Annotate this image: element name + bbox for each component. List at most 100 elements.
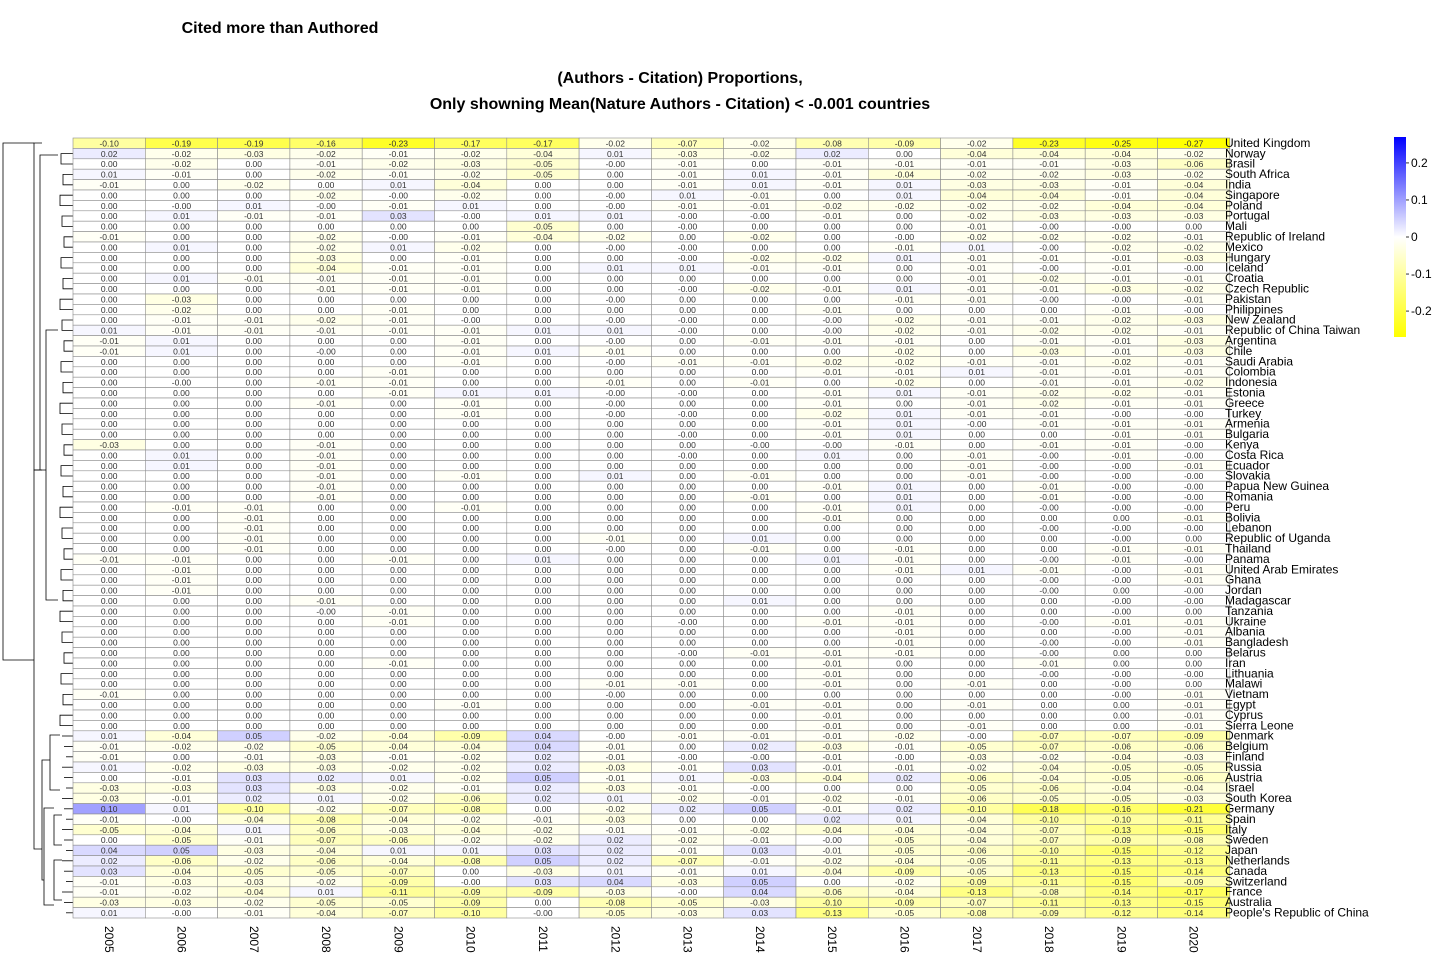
cell-value-label: -0.01: [389, 752, 409, 762]
row-label: Australia: [1225, 895, 1272, 909]
cell-value-label: 0.00: [245, 222, 262, 232]
cell-value-label: -0.00: [1112, 523, 1132, 533]
cell-value-label: 0.03: [101, 866, 118, 876]
cell-value-label: 0.00: [173, 190, 190, 200]
cell-value-label: 0.00: [245, 617, 262, 627]
cell-value-label: 0.00: [1041, 690, 1058, 700]
cell-value-label: -0.04: [967, 190, 987, 200]
cell-value-label: 0.00: [535, 648, 552, 658]
cell-value-label: -0.00: [678, 211, 698, 221]
cell-value-label: 0.00: [318, 617, 335, 627]
column-label: 2013: [681, 926, 695, 953]
cell-value-label: -0.27: [1184, 138, 1204, 148]
cell-value-label: -0.04: [244, 887, 264, 897]
cell-value-label: -0.01: [1112, 544, 1132, 554]
cell-value-label: 0.00: [390, 638, 407, 648]
cell-value-label: 0.00: [607, 554, 624, 564]
cell-value-label: -0.01: [389, 326, 409, 336]
cell-value-label: 0.01: [607, 149, 624, 159]
cell-value-label: -0.04: [822, 866, 842, 876]
cell-value-label: 0.00: [824, 877, 841, 887]
cell-value-label: 0.00: [679, 294, 696, 304]
cell-value-label: 0.00: [390, 440, 407, 450]
cell-value-label: -0.03: [1112, 211, 1132, 221]
cell-value-label: 0.00: [173, 606, 190, 616]
cell-value-label: -0.00: [316, 606, 336, 616]
cell-value-label: -0.13: [1112, 898, 1132, 908]
cell-value-label: -0.03: [1184, 253, 1204, 263]
cell-value-label: -0.02: [750, 149, 770, 159]
cell-value-label: -0.01: [1112, 190, 1132, 200]
cell-value-label: 0.00: [896, 596, 913, 606]
cell-value-label: 0.00: [607, 627, 624, 637]
cell-value-label: -0.01: [895, 336, 915, 346]
cell-value-label: 0.00: [245, 378, 262, 388]
cell-value-label: -0.01: [822, 648, 842, 658]
cell-value-label: -0.04: [461, 825, 481, 835]
cell-value-label: -0.06: [967, 846, 987, 856]
cell-value-label: 0.00: [462, 367, 479, 377]
cell-value-label: -0.00: [1184, 523, 1204, 533]
cell-value-label: 0.00: [462, 648, 479, 658]
cell-value-label: -0.02: [389, 159, 409, 169]
cell-value-label: -0.00: [606, 315, 626, 325]
cell-value-label: 0.00: [535, 804, 552, 814]
cell-value-label: 0.00: [679, 742, 696, 752]
cell-value-label: 0.01: [101, 908, 118, 918]
cell-value-label: -0.03: [172, 877, 192, 887]
cell-value-label: 0.00: [318, 513, 335, 523]
cell-value-label: -0.01: [99, 742, 119, 752]
cell-value-label: 0.00: [752, 326, 769, 336]
cell-value-label: 0.00: [318, 627, 335, 637]
cell-value-label: -0.07: [1039, 825, 1059, 835]
cell-value-label: -0.00: [822, 315, 842, 325]
cell-value-label: 0.00: [390, 534, 407, 544]
cell-value-label: -0.01: [316, 211, 336, 221]
dendrogram-link: [41, 759, 50, 881]
cell-value-label: -0.00: [1039, 294, 1059, 304]
cell-value-label: 0.00: [318, 294, 335, 304]
cell-value-label: 0.00: [173, 700, 190, 710]
cell-value-label: -0.01: [244, 211, 264, 221]
cell-value-label: 0.00: [101, 190, 118, 200]
row-label: Mexico: [1225, 240, 1263, 254]
cell-value-label: 0.00: [752, 617, 769, 627]
cell-value-label: 0.00: [968, 658, 985, 668]
cell-value-label: -0.02: [172, 149, 192, 159]
cell-value-label: -0.12: [1112, 908, 1132, 918]
cell-value-label: 0.03: [752, 908, 769, 918]
cell-value-label: -0.00: [678, 222, 698, 232]
row-label: Portugal: [1225, 209, 1270, 223]
cell-value-label: -0.08: [1039, 887, 1059, 897]
chart-subtitle-2: Only showning Mean(Nature Authors - Cita…: [429, 96, 931, 113]
cell-value-label: -0.02: [461, 835, 481, 845]
cell-value-label: -0.04: [172, 825, 192, 835]
cell-value-label: -0.13: [1184, 856, 1204, 866]
cell-value-label: -0.09: [967, 877, 987, 887]
cell-value-label: -0.01: [316, 461, 336, 471]
cell-value-label: -0.01: [316, 440, 336, 450]
row-label: Poland: [1225, 198, 1262, 212]
cell-value-label: -0.01: [822, 710, 842, 720]
row-label: Belgium: [1225, 739, 1268, 753]
cell-value-label: -0.01: [1112, 378, 1132, 388]
cell-value-label: 0.00: [173, 523, 190, 533]
cell-value-label: 0.00: [607, 638, 624, 648]
cell-value-label: 0.00: [896, 222, 913, 232]
cell-value-label: 0.00: [679, 710, 696, 720]
cell-value-label: 0.00: [535, 544, 552, 554]
cell-value-label: 0.00: [752, 586, 769, 596]
cell-value-label: -0.01: [389, 554, 409, 564]
cell-value-label: -0.00: [1184, 409, 1204, 419]
cell-value-label: 0.00: [1185, 658, 1202, 668]
cell-value-label: -0.01: [822, 336, 842, 346]
cell-value-label: 0.00: [101, 211, 118, 221]
cell-value-label: -0.17: [1184, 887, 1204, 897]
cell-value-label: -0.00: [461, 315, 481, 325]
cell-value-label: -0.13: [1039, 866, 1059, 876]
cell-value-label: 0.00: [968, 669, 985, 679]
cell-value-label: 0.00: [318, 180, 335, 190]
cell-value-label: -0.01: [822, 284, 842, 294]
cell-value-label: -0.00: [606, 398, 626, 408]
cell-value-label: -0.00: [316, 201, 336, 211]
